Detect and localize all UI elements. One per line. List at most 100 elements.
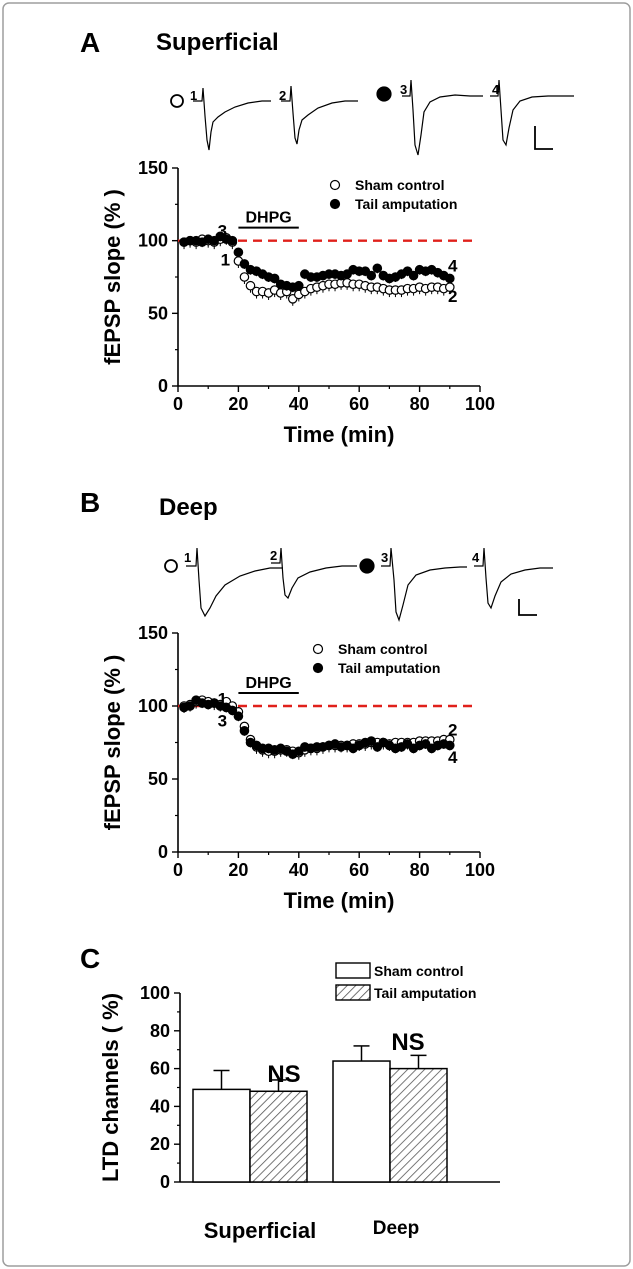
open-circle-marker (164, 559, 178, 573)
x-tick-label: 60 (349, 394, 369, 414)
y-tick-label: 0 (160, 1172, 170, 1192)
trace-1 (186, 547, 283, 618)
panel-c: C 0 20 40 60 80 100 LTD channels ( %) Superfici… (80, 943, 500, 1243)
point-label: 3 (218, 712, 227, 731)
trace-label-2: 2 (270, 548, 277, 563)
y-tick-label: 0 (158, 376, 168, 396)
panel-b-traces: 1 2 3 4 (164, 547, 553, 622)
y-tick-label: 80 (150, 1021, 170, 1041)
x-axis-label: Time (min) (284, 888, 395, 913)
legend-marker-tail (329, 198, 341, 210)
x-tick-label: 20 (228, 860, 248, 880)
bar-tail (389, 1067, 448, 1183)
trace-4 (474, 547, 553, 610)
y-tick-label: 60 (150, 1059, 170, 1079)
legend-marker-sham (329, 179, 341, 191)
legend-swatch-tail (335, 984, 371, 1001)
panel-b: B Deep 1 2 3 4 0 20 40 60 80 100 0 50 100 150 Time… (80, 487, 553, 913)
y-tick-label: 0 (158, 842, 168, 862)
y-tick-label: 20 (150, 1134, 170, 1154)
y-tick-label: 100 (140, 983, 170, 1003)
chart-b: 0 20 40 60 80 100 0 50 100 150 Time (min) fEPSP slo… (100, 623, 495, 913)
tail-point (444, 740, 455, 751)
filled-circle-marker (376, 86, 392, 102)
x-tick-label: 60 (349, 860, 369, 880)
legend-label: Tail amputation (338, 660, 440, 676)
x-tick-label: 80 (410, 860, 430, 880)
y-axis-label: fEPSP slope (% ) (100, 655, 125, 831)
x-tick-label: 40 (289, 860, 309, 880)
legend-label: Tail amputation (374, 985, 476, 1001)
x-tick-label: 100 (465, 394, 495, 414)
y-tick-label: 50 (148, 303, 168, 323)
trace-label-4: 4 (472, 550, 480, 565)
tail-point (293, 280, 304, 291)
trace-3 (402, 79, 483, 156)
panel-a-title: Superficial (156, 29, 279, 56)
trace-3 (381, 547, 467, 622)
tail-point (233, 711, 244, 722)
x-tick-label: 80 (410, 394, 430, 414)
chart-c: 0 20 40 60 80 100 LTD channels ( %) Superficial… (98, 962, 500, 1243)
point-label: 1 (221, 251, 230, 270)
trace-label-4: 4 (492, 82, 500, 97)
legend-label: Sham control (355, 177, 444, 193)
scale-bar (518, 599, 537, 616)
chart-a: 0 20 40 60 80 100 0 50 100 150 Time (min) fEPSP slo… (100, 158, 495, 447)
tail-point (185, 701, 195, 711)
panel-c-letter: C (80, 943, 100, 974)
tail-point (227, 705, 238, 716)
trace-4 (490, 79, 574, 147)
bar-sham (332, 1060, 391, 1183)
legend-label: Sham control (374, 963, 463, 979)
y-axis-label: fEPSP slope (% ) (100, 189, 125, 365)
y-tick-label: 50 (148, 769, 168, 789)
x-tick-label: 100 (465, 860, 495, 880)
panel-b-title: Deep (159, 494, 218, 521)
filled-circle-marker (359, 558, 375, 574)
tail-point (239, 259, 250, 269)
trace-label-1: 1 (184, 550, 191, 565)
trace-label-3: 3 (400, 82, 407, 97)
tail-point (239, 726, 250, 736)
category-label: Superficial (204, 1218, 316, 1243)
trace-label-2: 2 (279, 88, 286, 103)
x-tick-label: 40 (289, 394, 309, 414)
panel-a: A Superficial 1 2 3 4 0 20 40 60 80 100 0 50 100… (80, 27, 574, 447)
ns-annotation: NS (267, 1061, 300, 1088)
dhpg-label: DHPG (245, 675, 291, 692)
point-label: 4 (448, 748, 458, 767)
ns-annotation: NS (391, 1029, 424, 1056)
tail-point (444, 273, 455, 284)
y-tick-label: 150 (138, 158, 168, 178)
legend-marker-sham (312, 643, 324, 655)
tail-point (269, 273, 280, 284)
legend-label: Tail amputation (355, 196, 457, 212)
y-tick-label: 100 (138, 696, 168, 716)
category-label: Deep (373, 1218, 419, 1239)
x-tick-label: 0 (173, 394, 183, 414)
tail-point (233, 247, 244, 258)
x-tick-label: 0 (173, 860, 183, 880)
sham-point (245, 280, 256, 291)
tail-point (366, 736, 377, 746)
trace-2 (271, 547, 357, 600)
trace-1 (193, 87, 271, 151)
trace-label-1: 1 (190, 88, 197, 103)
panel-a-traces: 1 2 3 4 (170, 79, 574, 156)
point-label: 4 (448, 256, 458, 275)
bar-sham (192, 1088, 251, 1183)
panel-a-letter: A (80, 27, 100, 58)
bar-tail (249, 1090, 308, 1183)
open-circle-marker (170, 94, 184, 108)
trace-2 (281, 85, 358, 145)
panel-b-letter: B (80, 487, 100, 518)
legend-label: Sham control (338, 641, 427, 657)
scale-bar (534, 126, 553, 150)
legend-marker-tail (312, 662, 324, 674)
x-axis-label: Time (min) (284, 422, 395, 447)
trace-label-3: 3 (381, 550, 388, 565)
point-label: 3 (218, 221, 227, 240)
